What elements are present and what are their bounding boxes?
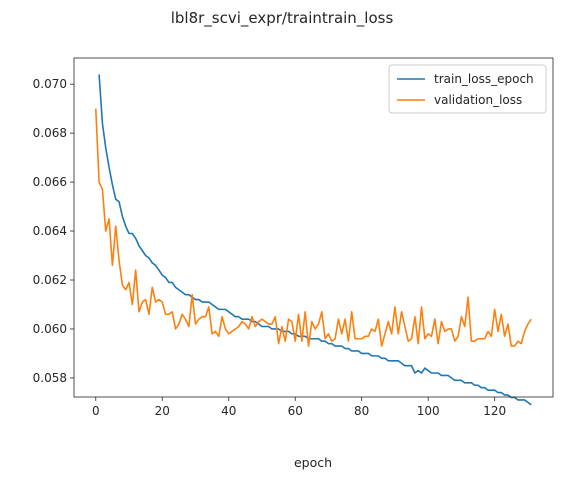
y-tick-label: 0.068 bbox=[33, 126, 67, 140]
y-tick-label: 0.064 bbox=[33, 224, 67, 238]
series-line-train_loss_epoch bbox=[98, 74, 532, 406]
x-tick-label: 60 bbox=[288, 404, 303, 418]
x-axis-label: epoch bbox=[294, 455, 332, 470]
y-tick-label: 0.060 bbox=[33, 322, 67, 336]
axes-frame bbox=[73, 57, 554, 398]
y-axis: 0.058 0.060 0.062 0.064 0.066 0.068 0.070 bbox=[33, 77, 74, 385]
chart-title: lbl8r_scvi_expr/traintrain_loss bbox=[171, 9, 394, 28]
legend-label-train_loss_epoch: train_loss_epoch bbox=[434, 72, 534, 86]
x-tick-label: 80 bbox=[354, 404, 369, 418]
y-tick-label: 0.058 bbox=[33, 371, 67, 385]
y-tick-label: 0.066 bbox=[33, 175, 67, 189]
series-line-validation_loss bbox=[94, 108, 532, 347]
x-axis: 0 20 40 60 80 100 120 bbox=[92, 397, 506, 418]
x-tick-label: 0 bbox=[92, 404, 100, 418]
y-tick-label: 0.070 bbox=[33, 77, 67, 91]
x-tick-label: 120 bbox=[483, 404, 506, 418]
x-tick-label: 40 bbox=[221, 404, 236, 418]
x-tick-label: 20 bbox=[155, 404, 170, 418]
legend: train_loss_epoch validation_loss bbox=[388, 64, 547, 114]
plot-area bbox=[94, 74, 532, 406]
legend-box bbox=[388, 64, 547, 114]
legend-label-validation_loss: validation_loss bbox=[434, 93, 522, 107]
x-tick-label: 100 bbox=[417, 404, 440, 418]
y-tick-label: 0.062 bbox=[33, 273, 67, 287]
